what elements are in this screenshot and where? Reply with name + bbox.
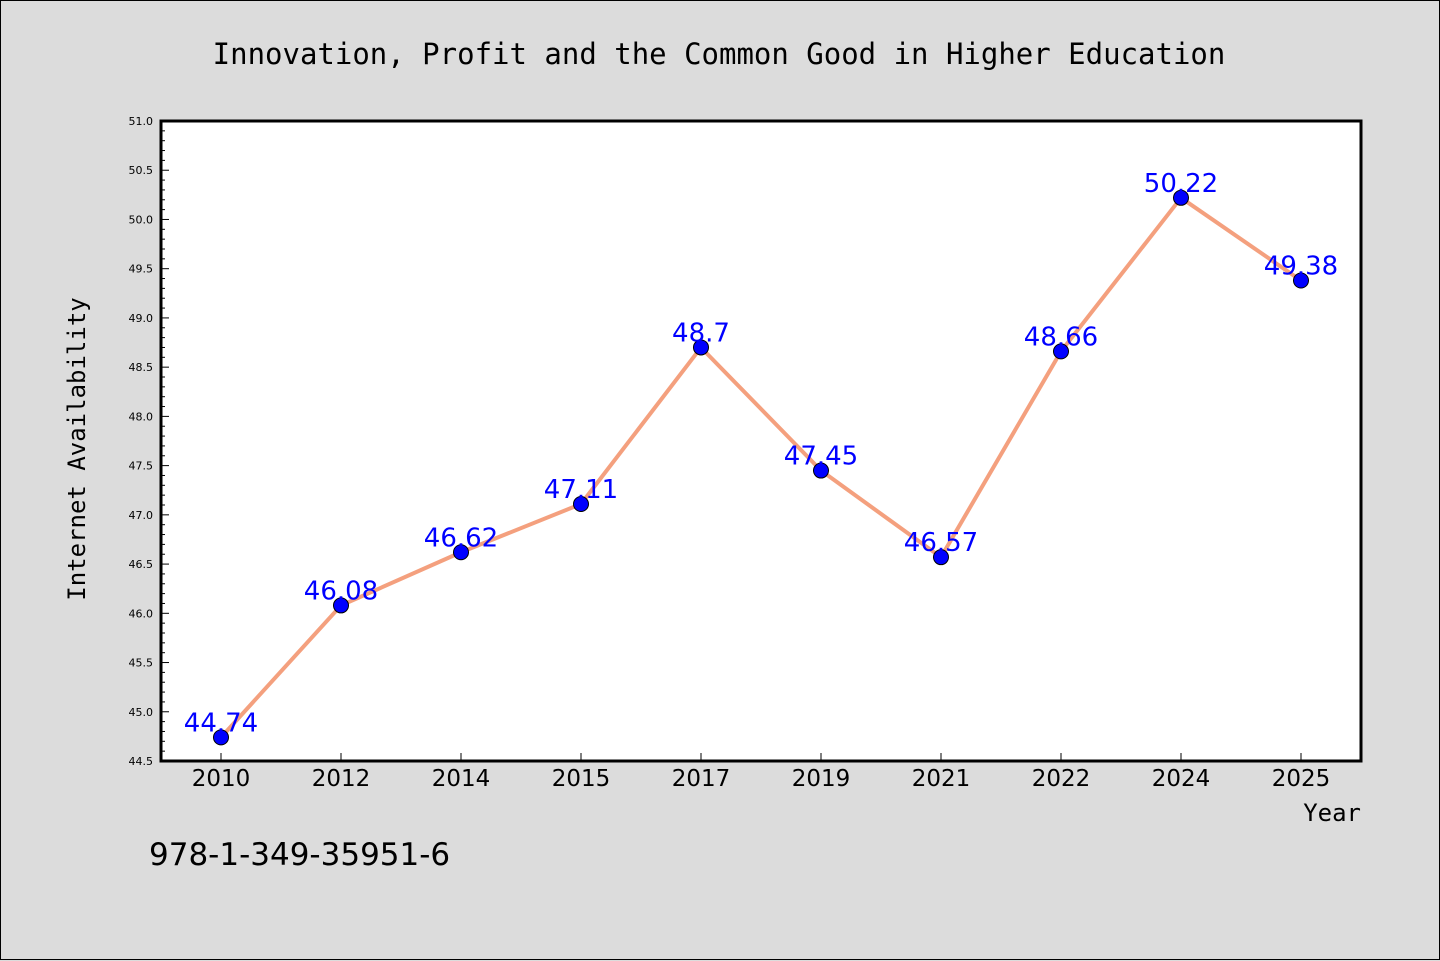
x-tick-label: 2019	[792, 766, 851, 792]
data-label: 47.11	[544, 475, 618, 505]
isbn-label: 978-1-349-35951-6	[149, 837, 450, 873]
y-tick-label: 51.0	[129, 115, 154, 128]
y-axis-ticks: 44.5 45.0 45.5 46.0 46.5 47.0 47.5 48.0 48.5 49.0…	[129, 115, 169, 768]
data-label: 46.57	[904, 528, 978, 558]
x-tick-label: 2012	[312, 766, 371, 792]
data-label: 49.38	[1264, 252, 1338, 282]
y-tick-label: 46.5	[129, 558, 154, 571]
data-point	[1053, 343, 1069, 360]
x-tick-label: 2021	[912, 766, 971, 792]
data-label: 50.22	[1144, 169, 1218, 199]
y-axis-title: Internet Availability	[63, 297, 91, 600]
y-tick-label: 50.0	[129, 213, 154, 226]
data-label: 48.66	[1024, 322, 1098, 352]
y-tick-label: 44.5	[129, 755, 154, 768]
plot-area	[159, 119, 1363, 763]
y-tick-label: 46.0	[129, 607, 154, 620]
data-point	[573, 496, 589, 513]
x-tick-label: 2024	[1152, 766, 1211, 792]
x-tick-label: 2025	[1272, 766, 1331, 792]
data-point	[453, 544, 469, 561]
data-point	[1293, 272, 1309, 289]
data-label: 46.62	[424, 523, 498, 553]
x-tick-label: 2010	[192, 766, 251, 792]
data-point	[333, 597, 349, 614]
data-point	[1173, 189, 1189, 206]
y-tick-label: 50.5	[129, 164, 154, 177]
y-tick-label: 48.0	[129, 410, 154, 423]
data-point	[813, 462, 829, 479]
data-point	[933, 549, 949, 566]
x-tick-label: 2022	[1032, 766, 1091, 792]
data-point	[213, 729, 229, 746]
x-axis-ticks: 2010 2012 2014 2015 2017 2019 2021 2022 2024 2025	[192, 753, 1331, 792]
y-tick-label: 49.5	[129, 263, 154, 276]
series-layer: 44.74 46.08 46.62 47.11 48.7 47.45 46.57 48.66 5…	[184, 169, 1338, 746]
chart-title: Innovation, Profit and the Common Good i…	[213, 37, 1226, 71]
data-point	[693, 339, 709, 356]
y-tick-label: 47.0	[129, 509, 154, 522]
x-tick-label: 2017	[672, 766, 731, 792]
y-tick-label: 45.5	[129, 657, 154, 670]
y-tick-label: 49.0	[129, 312, 154, 325]
series-line	[219, 195, 1303, 740]
data-label: 48.7	[672, 318, 730, 348]
x-tick-label: 2015	[552, 766, 611, 792]
data-label: 47.45	[784, 442, 858, 472]
data-label: 46.08	[304, 576, 378, 606]
y-tick-label: 48.5	[129, 361, 154, 374]
y-tick-label: 47.5	[129, 460, 154, 473]
x-tick-label: 2014	[432, 766, 491, 792]
data-label: 44.74	[184, 708, 258, 738]
y-tick-label: 45.0	[129, 706, 154, 719]
x-axis-title: Year	[1303, 799, 1361, 827]
